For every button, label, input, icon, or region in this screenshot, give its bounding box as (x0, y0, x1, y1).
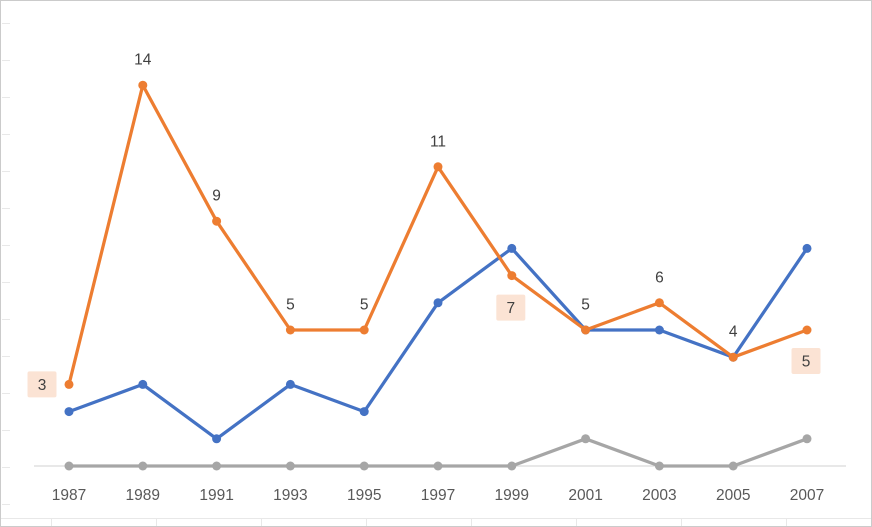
gray-series-point[interactable] (654, 461, 664, 471)
orange-series-point[interactable] (728, 352, 738, 362)
orange-series-point[interactable] (802, 325, 812, 335)
orange-series-line (67, 83, 809, 387)
blue-series-point[interactable] (654, 325, 664, 335)
gray-series-point[interactable] (802, 434, 812, 444)
x-tick-label[interactable]: 1993 (273, 487, 307, 504)
gray-series-point[interactable] (359, 461, 369, 471)
orange-series-point[interactable] (654, 298, 664, 308)
blue-series-point[interactable] (212, 434, 222, 444)
gray-series-point[interactable] (433, 461, 443, 471)
x-tick-label[interactable]: 2005 (716, 487, 750, 504)
highlighted-data-label-bg (496, 294, 526, 321)
gray-series-point[interactable] (581, 434, 591, 444)
blue-series-point[interactable] (64, 407, 74, 417)
gray-series-point[interactable] (507, 461, 517, 471)
orange-series-point[interactable] (138, 80, 148, 90)
x-tick-label[interactable]: 1987 (52, 487, 86, 504)
orange-series-point[interactable] (64, 379, 74, 389)
data-label: 14 (134, 52, 152, 69)
gray-series-point[interactable] (728, 461, 738, 471)
blue-series-point[interactable] (802, 243, 812, 253)
gray-series-point[interactable] (212, 461, 222, 471)
orange-series-point[interactable] (433, 162, 443, 172)
data-label: 11 (430, 133, 446, 150)
x-tick-label[interactable]: 1997 (421, 487, 455, 504)
data-label: 3 (38, 377, 47, 394)
orange-series-point[interactable] (212, 216, 222, 226)
x-tick-label[interactable]: 2007 (790, 487, 824, 504)
highlighted-data-label-bg (27, 371, 57, 398)
data-label: 5 (360, 297, 369, 314)
data-label: 4 (729, 324, 738, 341)
x-tick-label[interactable]: 2003 (642, 487, 676, 504)
data-label: 5 (802, 354, 811, 371)
blue-series-line (67, 246, 809, 441)
blue-series-point[interactable] (138, 379, 148, 389)
orange-series-point[interactable] (285, 325, 295, 335)
x-tick-label[interactable]: 1995 (347, 487, 381, 504)
data-label: 5 (286, 297, 295, 314)
data-label: 9 (212, 188, 221, 205)
data-label: 6 (655, 269, 664, 286)
orange-series-point[interactable] (359, 325, 369, 335)
x-tick-label[interactable]: 1989 (126, 487, 160, 504)
blue-series-point[interactable] (359, 407, 369, 417)
x-tick-label[interactable]: 1999 (495, 487, 529, 504)
blue-series-point[interactable] (433, 298, 443, 308)
orange-series-point[interactable] (507, 271, 517, 281)
data-label: 7 (506, 300, 515, 317)
blue-series-point[interactable] (285, 379, 295, 389)
orange-series-point[interactable] (581, 325, 591, 335)
x-tick-label[interactable]: 2001 (568, 487, 602, 504)
x-tick-label[interactable]: 1991 (199, 487, 233, 504)
highlighted-data-label-bg (791, 348, 821, 374)
gray-series-point[interactable] (285, 461, 295, 471)
gray-series-point[interactable] (64, 461, 74, 471)
data-label: 5 (581, 297, 590, 314)
blue-series-point[interactable] (507, 243, 517, 253)
gray-series-point[interactable] (138, 461, 148, 471)
